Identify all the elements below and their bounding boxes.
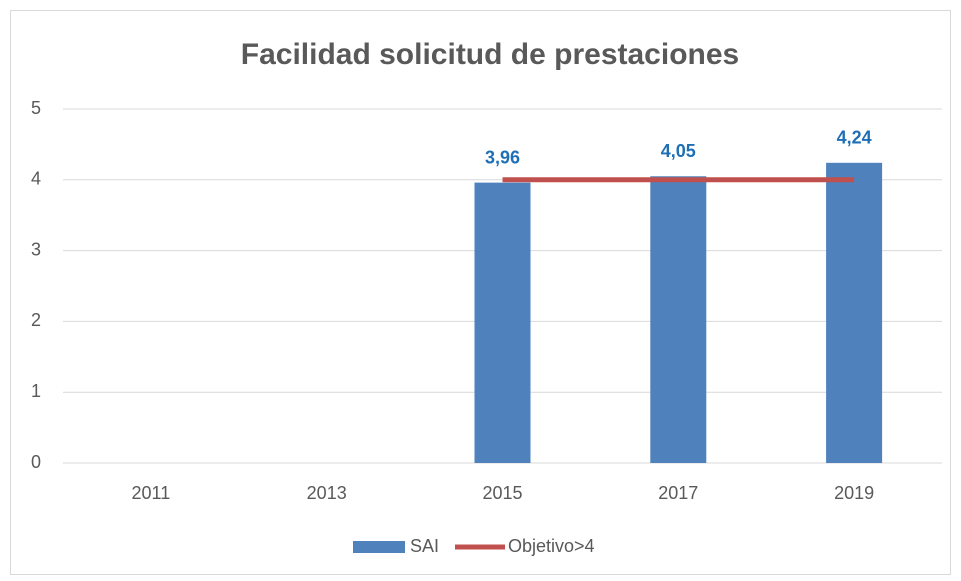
y-tick-label: 3 <box>31 239 41 259</box>
x-tick-label: 2019 <box>834 483 874 503</box>
bar <box>474 182 531 463</box>
x-tick-label: 2017 <box>658 483 698 503</box>
x-tick-label: 2013 <box>307 483 347 503</box>
y-tick-label: 1 <box>31 381 41 401</box>
bar <box>826 162 883 464</box>
legend-swatch <box>353 541 405 553</box>
data-label: 4,05 <box>661 141 696 161</box>
data-label: 4,24 <box>837 128 872 148</box>
legend-label: SAI <box>410 536 439 556</box>
bar <box>650 176 707 463</box>
y-tick-label: 4 <box>31 169 41 189</box>
x-tick-label: 2011 <box>132 483 171 503</box>
y-tick-label: 0 <box>31 452 41 472</box>
y-tick-label: 2 <box>31 310 41 330</box>
chart-title: Facilidad solicitud de prestaciones <box>241 38 739 71</box>
data-label: 3,96 <box>485 147 520 167</box>
x-tick-label: 2015 <box>482 483 522 503</box>
legend-label: Objetivo>4 <box>508 536 595 556</box>
y-tick-label: 5 <box>31 98 41 118</box>
